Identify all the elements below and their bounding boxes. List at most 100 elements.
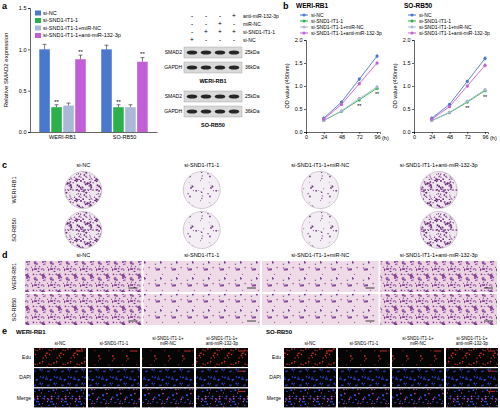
lane-sign: + <box>218 28 222 35</box>
cell-label: WERI-RB1 <box>199 78 226 84</box>
block-title: SO-RB50 <box>266 329 293 335</box>
tick: 1.0 <box>403 83 414 89</box>
bar <box>51 107 62 132</box>
bars <box>39 44 147 132</box>
axis-title: Relative SMAD2 expression <box>3 33 9 108</box>
axis-line <box>412 41 415 133</box>
legend-item: si-SND1-IT1-1+anti-miR-132-3p <box>408 30 490 36</box>
tick-label: WERI-RB1 <box>49 134 76 140</box>
band <box>187 110 197 114</box>
panel-label: e <box>2 326 7 336</box>
size-label: 36kDa <box>245 64 260 70</box>
fluorescence-image <box>142 348 194 367</box>
tick: 0.5 <box>295 106 306 112</box>
tick: 1.5 <box>19 5 30 11</box>
error-bar <box>67 103 71 105</box>
bar <box>63 106 74 132</box>
legend-item: si-SND1-IT1-1+miR-NC <box>35 25 101 31</box>
cell-label: SO-RB50 <box>201 122 225 128</box>
tick: 48 <box>339 132 345 140</box>
tick: 96 <box>374 132 380 140</box>
point <box>466 80 469 83</box>
legend-marker <box>411 14 414 17</box>
error-stem <box>106 45 107 49</box>
legend-label: si-SND1-IT1-1 <box>43 17 78 23</box>
tick-label: 2.0 <box>295 37 303 43</box>
column-header: anti-miR-132-3p <box>206 341 239 346</box>
tick-label: 24 <box>429 134 435 140</box>
column-header: si-SND1-IT1-1 <box>350 341 379 346</box>
error-bar <box>116 105 120 107</box>
row-label: DAPI <box>269 374 281 380</box>
annotation: ** <box>357 103 362 109</box>
legend-swatch <box>300 21 308 22</box>
lane-sign: + <box>190 36 194 43</box>
fluorescence-image <box>446 388 498 407</box>
point <box>322 117 325 120</box>
tick-label: 0 <box>413 134 416 140</box>
fluorescence-image <box>34 348 86 367</box>
tick: 0.0 <box>19 129 30 135</box>
colony-dish <box>420 172 457 209</box>
band <box>229 66 239 70</box>
band <box>201 66 211 70</box>
band <box>201 95 211 99</box>
lane-sign: - <box>205 36 207 43</box>
protein-label: GAPDH <box>164 64 182 70</box>
tick: 1.0 <box>19 47 30 53</box>
axis-line <box>304 41 307 133</box>
fluorescence-image <box>34 368 86 387</box>
error-stem <box>130 105 131 107</box>
legend-swatch <box>300 15 308 16</box>
axis-title: OD value (450nm) <box>284 63 290 108</box>
error-cap <box>105 45 109 46</box>
tick-mark <box>28 49 30 50</box>
x-axis: WERI-RB1SO-RB50 <box>31 132 158 140</box>
lane-sign: - <box>233 36 235 43</box>
band <box>215 66 225 70</box>
point <box>483 64 486 67</box>
column-header: si-SND1-IT1-1 <box>100 341 129 346</box>
annotation: ** <box>483 94 488 100</box>
scale-bar <box>247 288 256 289</box>
point <box>358 97 361 100</box>
x-axis: 024487296 <box>413 132 489 140</box>
column-header: si-SND1-IT1-1+miR-NC <box>291 252 349 258</box>
legend-marker <box>303 14 306 17</box>
tick: 0 <box>413 132 416 140</box>
legend-label: si-SND1-IT1-1+anti-miR-132-3p <box>43 32 121 38</box>
tick-mark <box>412 109 414 110</box>
point <box>340 109 343 112</box>
error-stem <box>68 103 69 105</box>
annotation: ** <box>116 99 121 105</box>
error-bar <box>78 55 82 59</box>
error-stem <box>80 55 81 59</box>
lane-sign: - <box>205 12 207 19</box>
line <box>432 90 485 121</box>
scale-bar <box>238 351 245 352</box>
legend-label: si-NC <box>43 10 57 16</box>
point <box>340 103 343 106</box>
panel-label: c <box>2 160 7 170</box>
chart-title: WERI-RB1 <box>296 2 329 9</box>
row-label: WERI-RB1 <box>11 177 17 204</box>
band <box>201 51 211 55</box>
axis-title: (h) <box>490 135 497 141</box>
lines <box>322 54 378 122</box>
fluorescence-image <box>446 348 498 367</box>
tick-label: 48 <box>447 134 453 140</box>
tick-label: 0.5 <box>295 106 303 112</box>
lane-sign: - <box>205 20 207 27</box>
tick-mark <box>304 109 306 110</box>
bar <box>113 107 124 132</box>
lane-sign: - <box>233 20 235 27</box>
column-header: si-NC <box>76 252 90 258</box>
fluorescence-image <box>338 348 390 367</box>
tick: 96 <box>482 132 488 140</box>
error-bar <box>105 45 109 49</box>
tick-mark <box>304 63 306 64</box>
tick-label: 0 <box>305 134 308 140</box>
lane-sign: + <box>218 20 222 27</box>
blot <box>184 106 242 117</box>
legend-swatch <box>300 27 308 28</box>
